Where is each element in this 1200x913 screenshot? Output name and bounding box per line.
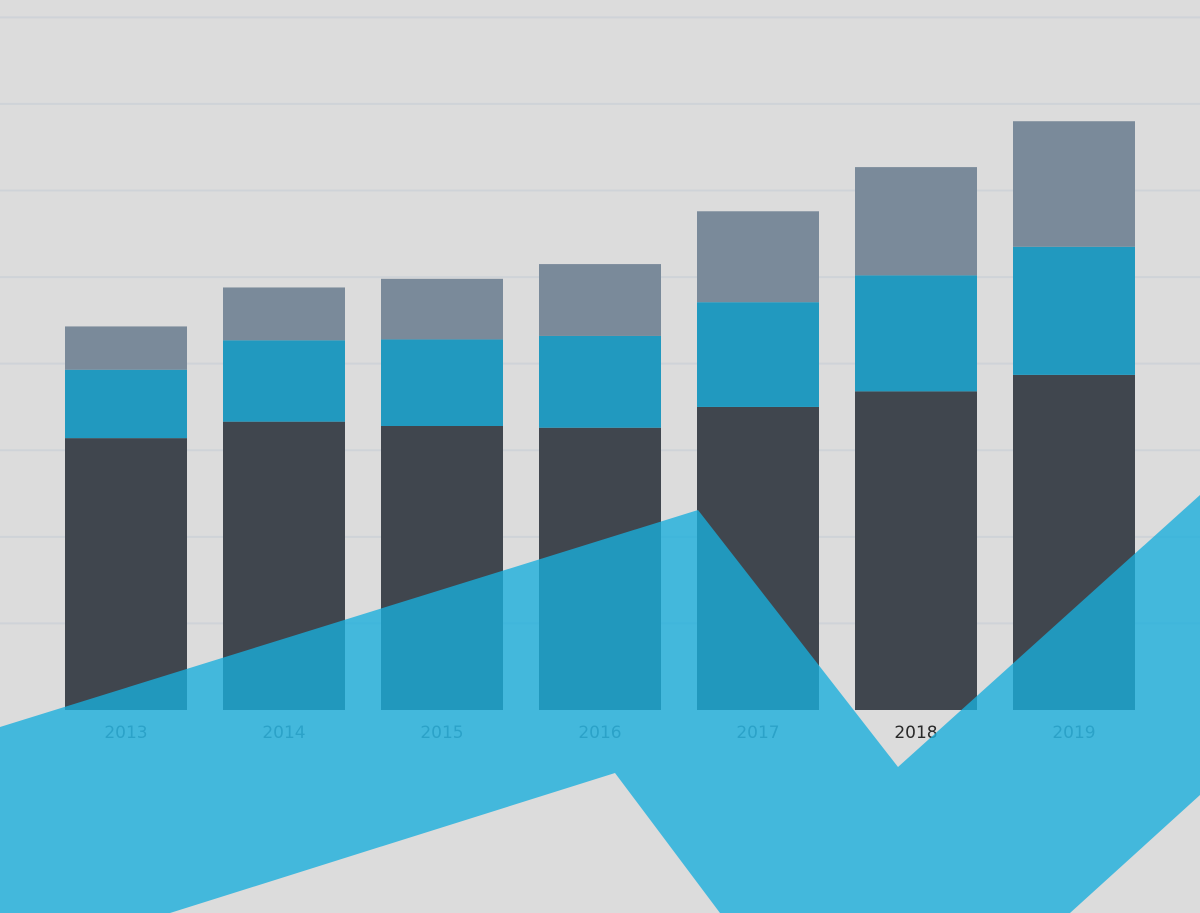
bar-segment-0 — [65, 438, 187, 710]
bar-segment-2 — [697, 211, 819, 303]
bar-segment-2 — [1013, 121, 1135, 247]
bar-segment-1 — [381, 339, 503, 426]
bar-segment-1 — [539, 335, 661, 428]
bar-segment-1 — [65, 369, 187, 439]
bar-segment-1 — [855, 275, 977, 392]
bar-segment-2 — [65, 326, 187, 370]
bar-segment-1 — [223, 340, 345, 422]
bar-segment-2 — [539, 264, 661, 336]
bar-segment-2 — [381, 278, 503, 340]
bar-segment-1 — [1013, 246, 1135, 375]
bar-stack-2018 — [855, 167, 977, 710]
x-tick-label: 2018 — [894, 723, 937, 743]
bar-segment-2 — [223, 287, 345, 341]
bar-segment-0 — [855, 391, 977, 710]
bar-stack-2013 — [65, 326, 187, 710]
bar-segment-2 — [855, 167, 977, 276]
bar-segment-1 — [697, 302, 819, 407]
decorative-arrow-band — [0, 495, 1200, 913]
